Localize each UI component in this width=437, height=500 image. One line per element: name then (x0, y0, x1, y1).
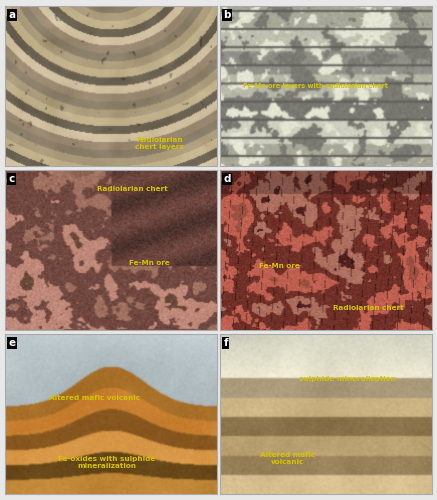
Text: e: e (8, 338, 16, 348)
Text: Fe-oxides with sulphide
mineralization: Fe-oxides with sulphide mineralization (58, 456, 156, 468)
Text: Altered mafic volcanic: Altered mafic volcanic (49, 395, 139, 401)
Text: f: f (223, 338, 228, 348)
Text: c: c (8, 174, 15, 184)
Text: sulphide mineralization: sulphide mineralization (299, 376, 395, 382)
Text: b: b (223, 10, 231, 20)
Text: Radiolarian chert: Radiolarian chert (97, 186, 167, 192)
Text: Fe-Mn ore: Fe-Mn ore (128, 260, 170, 266)
Text: Fe-Mn ore layers with radiolarian chert: Fe-Mn ore layers with radiolarian chert (243, 83, 388, 89)
Text: Radiolarian chert: Radiolarian chert (333, 305, 404, 311)
Text: Fe-Mn ore: Fe-Mn ore (259, 263, 300, 269)
Text: Radiolarian
chert layers: Radiolarian chert layers (135, 137, 184, 150)
Text: d: d (223, 174, 231, 184)
Text: Altered mafic
volcanic: Altered mafic volcanic (260, 452, 316, 466)
Text: a: a (8, 10, 16, 20)
